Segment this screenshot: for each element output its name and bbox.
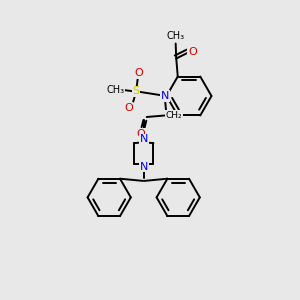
Text: N: N bbox=[140, 134, 148, 145]
Text: N: N bbox=[160, 91, 169, 101]
Text: O: O bbox=[188, 47, 197, 57]
Text: O: O bbox=[124, 103, 133, 113]
Text: CH₂: CH₂ bbox=[165, 111, 182, 120]
Text: N: N bbox=[140, 161, 148, 172]
Text: O: O bbox=[136, 129, 145, 139]
Text: S: S bbox=[133, 86, 140, 97]
Text: CH₃: CH₃ bbox=[106, 85, 124, 95]
Text: O: O bbox=[134, 68, 143, 79]
Text: CH₃: CH₃ bbox=[167, 31, 185, 41]
